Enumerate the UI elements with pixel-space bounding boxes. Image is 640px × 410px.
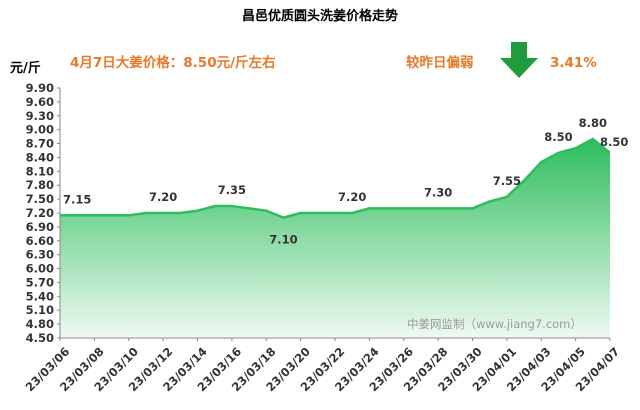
y-tick-label: 7.80 xyxy=(26,178,54,192)
data-label: 7.55 xyxy=(493,174,521,188)
price-area xyxy=(60,138,610,338)
chart-title: 昌邑优质圆头洗姜价格走势 xyxy=(242,8,398,24)
y-tick-label: 9.00 xyxy=(26,123,54,137)
data-label: 8.50 xyxy=(544,130,572,144)
y-tick-label: 9.30 xyxy=(26,109,54,123)
price-note: 4月7日大姜价格：8.50元/斤左右 xyxy=(70,54,276,71)
y-tick-label: 8.40 xyxy=(26,150,54,164)
data-label: 7.15 xyxy=(63,192,91,206)
price-line xyxy=(60,137,611,219)
data-label: 8.50 xyxy=(600,135,628,149)
data-label: 7.10 xyxy=(269,233,297,247)
down-arrow-icon xyxy=(500,42,538,78)
data-label: 7.20 xyxy=(338,190,366,204)
data-label: 7.35 xyxy=(218,183,246,197)
change-label: 较昨日偏弱 xyxy=(406,54,474,71)
y-tick-label: 5.10 xyxy=(26,303,54,317)
data-label: 7.20 xyxy=(149,190,177,204)
y-tick-label: 5.70 xyxy=(26,275,54,289)
y-tick-label: 5.40 xyxy=(26,289,54,303)
y-axis-ticks: 4.504.805.105.405.706.006.306.606.907.20… xyxy=(26,81,60,345)
data-label: 8.80 xyxy=(579,116,607,130)
y-tick-label: 6.00 xyxy=(26,262,54,276)
y-tick-label: 9.60 xyxy=(26,95,54,109)
y-tick-label: 4.80 xyxy=(26,317,54,331)
x-axis-ticks: 23/03/0623/03/0823/03/1023/03/1223/03/14… xyxy=(23,338,622,394)
y-tick-label: 6.60 xyxy=(26,234,54,248)
y-tick-label: 4.50 xyxy=(26,331,54,345)
y-tick-label: 6.30 xyxy=(26,248,54,262)
y-tick-label: 8.10 xyxy=(26,164,54,178)
data-labels: 7.15 7.20 7.35 7.10 7.20 7.30 7.55 8.50 8.80 8.50 xyxy=(63,116,628,247)
y-tick-label: 9.90 xyxy=(26,81,54,95)
y-tick-label: 7.50 xyxy=(26,192,54,206)
change-value: 3.41% xyxy=(550,55,597,71)
y-tick-label: 6.90 xyxy=(26,220,54,234)
y-axis-label: 元/斤 xyxy=(10,60,41,76)
y-tick-label: 7.20 xyxy=(26,206,54,220)
watermark: 中姜网监制（www.jiang7.com） xyxy=(407,317,582,331)
y-tick-label: 8.70 xyxy=(26,137,54,151)
data-label: 7.30 xyxy=(424,185,452,199)
